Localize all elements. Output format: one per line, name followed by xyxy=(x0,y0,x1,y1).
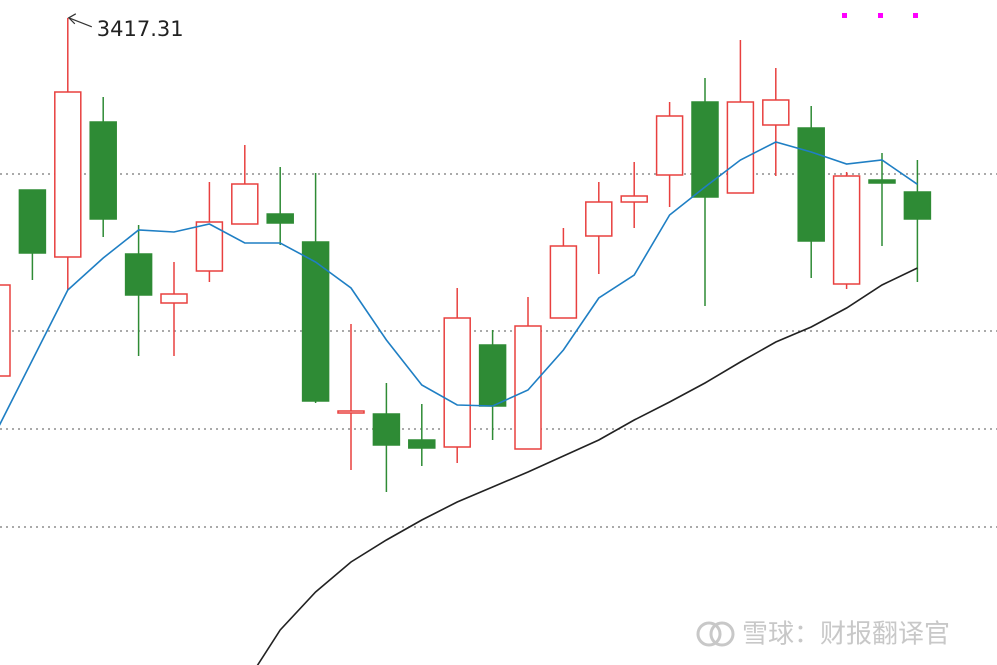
candle-body xyxy=(868,179,896,184)
candle-body xyxy=(832,175,861,285)
candle-body xyxy=(443,317,471,448)
candle-body xyxy=(797,127,825,242)
candle-body xyxy=(620,195,648,203)
candle-body xyxy=(478,344,507,407)
candle-body xyxy=(266,213,294,224)
candle-body xyxy=(337,410,365,414)
candle-body xyxy=(762,99,790,126)
candle-body xyxy=(691,101,719,198)
candle-body xyxy=(726,101,755,194)
annotation-arrowhead xyxy=(67,13,77,25)
annotation-arrow xyxy=(68,17,93,28)
candle-body xyxy=(54,91,82,258)
annotation-label: 3417.31 xyxy=(97,17,184,41)
candle-body xyxy=(585,201,613,237)
candle-body xyxy=(514,325,542,450)
dots xyxy=(842,13,918,18)
candle-body xyxy=(195,221,224,272)
candle-body xyxy=(549,245,578,319)
marker-dot xyxy=(913,13,918,18)
ma-line xyxy=(256,267,918,665)
candle-body xyxy=(408,439,436,449)
candle-body xyxy=(160,293,188,304)
logo-circle xyxy=(696,621,722,647)
watermark: 雪球：财报翻译官 xyxy=(742,620,950,650)
marker-dot xyxy=(878,13,883,18)
candle-body xyxy=(124,253,153,296)
watermark-logo xyxy=(696,621,735,647)
candle-body xyxy=(903,191,932,220)
candle-body xyxy=(301,241,330,402)
logo-circle xyxy=(709,621,735,647)
candle-body xyxy=(655,115,684,176)
ma-line xyxy=(0,141,918,426)
marker-dot xyxy=(842,13,847,18)
candle-body xyxy=(372,413,401,446)
candle-body xyxy=(18,189,47,254)
candle-body xyxy=(231,183,259,225)
candle-body xyxy=(89,121,117,220)
candle-body xyxy=(0,284,11,377)
